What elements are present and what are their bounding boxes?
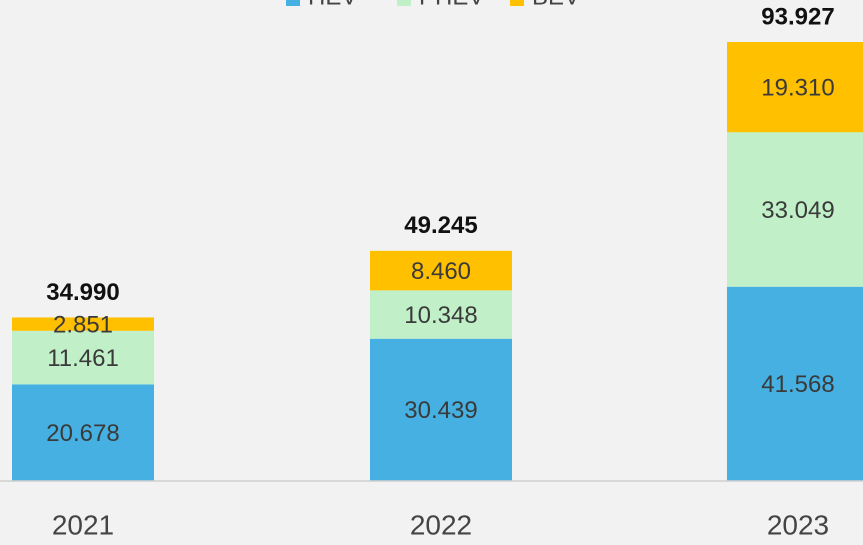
bar-segment (370, 250, 512, 291)
legend-label: BEV (532, 0, 580, 10)
legend-swatch (286, 0, 300, 6)
value-label: 2.851 (53, 311, 113, 338)
value-label: 11.461 (47, 345, 119, 372)
value-label: 41.568 (761, 371, 834, 398)
legend-label: HEV (308, 0, 357, 10)
value-label: 30.439 (404, 397, 477, 424)
x-tick-label: 2022 (410, 509, 472, 540)
bar-segment (370, 290, 512, 339)
bar-segment (12, 317, 154, 331)
legend-swatch (510, 0, 524, 6)
value-label: 8.460 (411, 258, 471, 285)
bar-segment (727, 42, 863, 133)
x-tick-label: 2023 (767, 509, 829, 540)
total-label: 49.245 (404, 212, 477, 239)
total-label: 34.990 (46, 279, 119, 306)
value-label: 19.310 (761, 74, 834, 101)
bar-segment (727, 286, 863, 481)
total-label: 93.927 (761, 3, 834, 30)
bar-segment (370, 338, 512, 481)
bar-segment (12, 384, 154, 481)
legend-swatch (397, 0, 411, 6)
bar-segment (12, 330, 154, 385)
value-label: 10.348 (404, 302, 477, 329)
legend-label: PHEV (419, 0, 484, 10)
x-tick-label: 2021 (52, 509, 114, 540)
value-label: 33.049 (761, 197, 834, 224)
value-label: 20.678 (46, 420, 119, 447)
bar-segment (727, 132, 863, 287)
